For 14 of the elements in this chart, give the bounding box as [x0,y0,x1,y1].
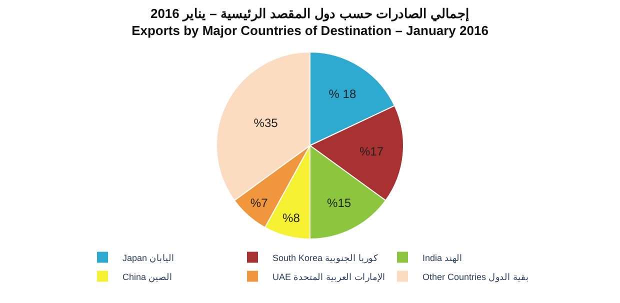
data-label: %15 [327,196,352,210]
data-label: %17 [360,144,384,158]
legend-label: UAE الإمارات العربية المتحدة [272,272,386,283]
legend-label: South Korea كوريا الجنوبية [272,252,379,264]
data-label: %35 [254,116,278,130]
legend-label: Japan اليابان [122,252,175,263]
legend-label: Other Countries بقية الدول [422,272,530,283]
chart-title: إجمالي الصادرات حسب دول المقصد الرئيسية – يناير 2016 [150,6,470,22]
data-label: % 18 [328,87,356,102]
legend-label: India الهند [422,252,463,264]
legend-label: China الصين [122,272,173,283]
data-label: %7 [250,196,268,210]
chart-subtitle: Exports by Major Countries of Destination – January 2016 [132,23,488,38]
data-label: %8 [282,211,300,226]
